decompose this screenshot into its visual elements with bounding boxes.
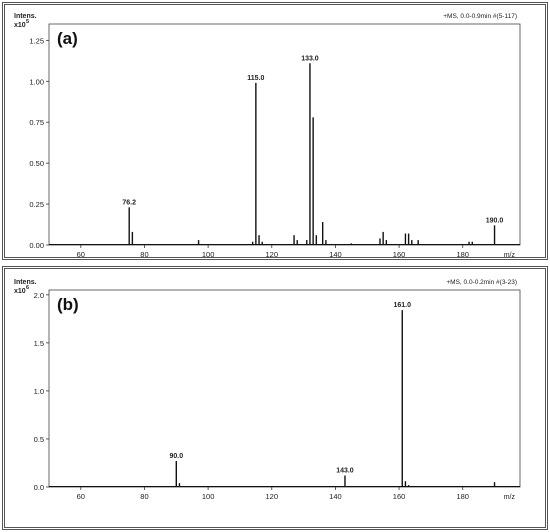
x-tick-label: 180: [456, 492, 469, 501]
x-axis-label: m/z: [504, 252, 516, 259]
peak-annotation: 190.0: [486, 217, 504, 224]
y-scale-label: x10: [14, 22, 26, 29]
y-tick-label: 0.25: [29, 200, 44, 209]
x-tick-label: 80: [140, 492, 148, 501]
peak-annotation: 161.0: [393, 302, 411, 309]
y-tick-label: 1.5: [34, 339, 44, 348]
x-tick-label: 160: [393, 250, 406, 259]
y-axis-label: Intens.: [14, 13, 37, 20]
x-tick-label: 80: [140, 250, 148, 259]
y-tick-label: 0.5: [34, 435, 44, 444]
peak-annotation: 76.2: [122, 199, 136, 206]
scan-info: +MS, 0.0-0.2min #(3-23): [446, 279, 517, 286]
x-tick-label: 120: [266, 250, 279, 259]
y-tick-label: 1.25: [29, 36, 44, 45]
scan-info: +MS, 0.0-0.9min #(5-117): [443, 13, 517, 20]
y-tick-label: 0.00: [29, 241, 44, 250]
y-tick-label: 1.00: [29, 77, 44, 86]
y-tick-label: 0.50: [29, 159, 44, 168]
panel-label: (b): [57, 295, 79, 314]
panel-label: (a): [57, 29, 78, 48]
x-tick-label: 120: [266, 492, 279, 501]
y-scale-exponent: 6: [26, 285, 29, 291]
y-scale-label: x10: [14, 288, 26, 295]
x-axis-label: m/z: [504, 494, 516, 501]
spectrum-panel-a: 0.00 0.25 0.50 0.75 1.00 1.25 60 80 100 120 140 160…: [14, 13, 521, 259]
x-tick-label: 100: [202, 492, 215, 501]
y-scale-exponent: 5: [26, 19, 29, 25]
x-tick-label: 60: [77, 492, 85, 501]
x-tick-label: 60: [77, 250, 85, 259]
x-tick-label: 160: [393, 492, 406, 501]
peak-annotation: 115.0: [247, 75, 264, 82]
plot-area-border: [48, 289, 521, 488]
x-tick-label: 140: [329, 250, 342, 259]
y-tick-label: 0.0: [34, 483, 44, 492]
y-tick-label: 0.75: [29, 118, 44, 127]
x-tick-label: 140: [329, 492, 342, 501]
x-tick-label: 100: [202, 250, 215, 259]
spectrum-panel-b: 0.0 0.5 1.0 1.5 2.0 60 80 100 120 140 160 180 Intens…: [14, 279, 521, 501]
y-tick-label: 2.0: [34, 291, 44, 300]
x-tick-label: 180: [456, 250, 469, 259]
plot-area-border: [48, 23, 521, 246]
y-axis-label: Intens.: [14, 279, 37, 286]
peak-annotation: 143.0: [336, 467, 354, 474]
peak-annotation: 133.0: [301, 55, 319, 62]
peak-annotation: 90.0: [169, 453, 183, 460]
y-tick-label: 1.0: [34, 387, 44, 396]
panel-a-frame: [2, 2, 548, 260]
